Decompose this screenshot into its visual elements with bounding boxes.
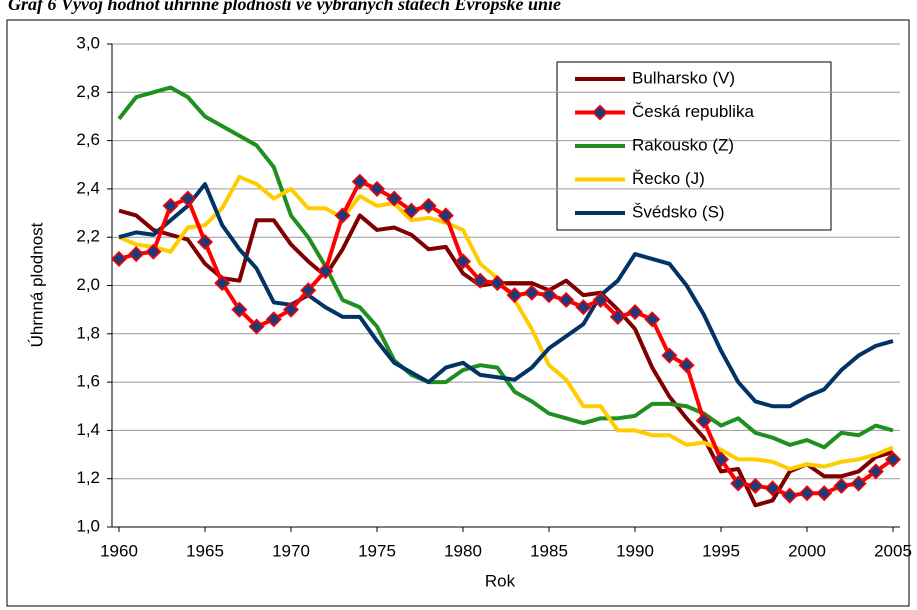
data-point <box>334 207 351 224</box>
series-line <box>118 208 894 508</box>
legend-label: Rakousko (Z) <box>632 135 734 154</box>
data-point <box>592 291 609 309</box>
data-point <box>850 475 867 492</box>
data-point <box>162 197 179 214</box>
data-point <box>626 304 644 321</box>
data-point <box>506 287 523 304</box>
data-point <box>128 246 145 263</box>
data-point <box>248 318 265 335</box>
x-tick-label: 1960 <box>100 541 138 560</box>
y-tick-label: 2,6 <box>76 130 100 149</box>
series-line <box>118 182 894 409</box>
data-point <box>575 299 592 316</box>
data-point <box>454 253 472 270</box>
legend-label: Švédsko (S) <box>632 202 725 221</box>
series-line <box>118 179 895 498</box>
x-tick-label: 1985 <box>530 541 568 560</box>
data-point <box>867 463 884 480</box>
data-point <box>403 202 420 219</box>
data-point <box>540 287 558 304</box>
data-point <box>884 451 902 468</box>
legend-label: Bulharsko (V) <box>632 68 735 87</box>
x-tick-label: 1975 <box>358 541 396 560</box>
data-point <box>472 272 489 289</box>
y-tick-label: 2,8 <box>76 82 100 101</box>
data-point <box>609 308 626 325</box>
data-point <box>265 311 282 328</box>
data-point <box>798 485 816 502</box>
x-tick-label: 1995 <box>702 541 740 560</box>
y-tick-label: 1,0 <box>76 516 100 535</box>
data-point <box>712 451 730 468</box>
y-tick-label: 1,2 <box>76 468 100 487</box>
data-point <box>678 357 695 374</box>
chart-title: Graf 6 Vývoj hodnot úhrnné plodnosti ve … <box>8 0 561 14</box>
data-point <box>437 207 454 224</box>
y-tick-label: 2,0 <box>76 275 100 294</box>
y-axis-label: Úhrnná plodnost <box>27 222 46 347</box>
y-tick-label: 1,8 <box>76 323 100 342</box>
y-tick-label: 1,6 <box>76 372 100 391</box>
y-tick-label: 3,0 <box>76 33 100 52</box>
data-point <box>368 180 386 197</box>
legend-marker <box>591 104 609 121</box>
y-tick-label: 2,4 <box>76 178 100 197</box>
data-point <box>179 190 196 207</box>
legend-label: Řecko (J) <box>632 169 705 188</box>
x-tick-label: 1990 <box>616 541 654 560</box>
data-point <box>196 233 214 251</box>
data-point <box>661 347 678 364</box>
data-point <box>644 311 661 328</box>
legend-label: Česká republika <box>632 102 754 121</box>
data-point <box>816 485 833 502</box>
data-point <box>420 197 437 214</box>
data-point <box>747 477 764 495</box>
data-point <box>833 477 850 495</box>
y-tick-label: 2,2 <box>76 227 100 246</box>
x-tick-label: 2005 <box>874 541 912 560</box>
x-axis-label: Rok <box>485 571 516 590</box>
data-point <box>558 291 575 309</box>
data-point <box>695 412 712 429</box>
data-point <box>145 243 162 260</box>
data-point <box>317 262 334 280</box>
data-point <box>300 282 317 299</box>
data-point <box>523 284 540 301</box>
data-point <box>781 487 798 504</box>
x-tick-label: 1965 <box>186 541 224 560</box>
data-point <box>231 301 248 318</box>
y-tick-label: 1,4 <box>76 420 100 439</box>
x-tick-label: 2000 <box>788 541 826 560</box>
data-point <box>730 475 747 492</box>
data-point <box>386 190 403 207</box>
data-point <box>351 173 368 190</box>
x-tick-label: 1970 <box>272 541 310 560</box>
x-tick-label: 1980 <box>444 541 482 560</box>
data-point <box>282 301 300 318</box>
data-point <box>110 250 128 267</box>
data-point <box>489 275 506 292</box>
data-point <box>214 275 231 292</box>
data-point <box>764 480 781 497</box>
